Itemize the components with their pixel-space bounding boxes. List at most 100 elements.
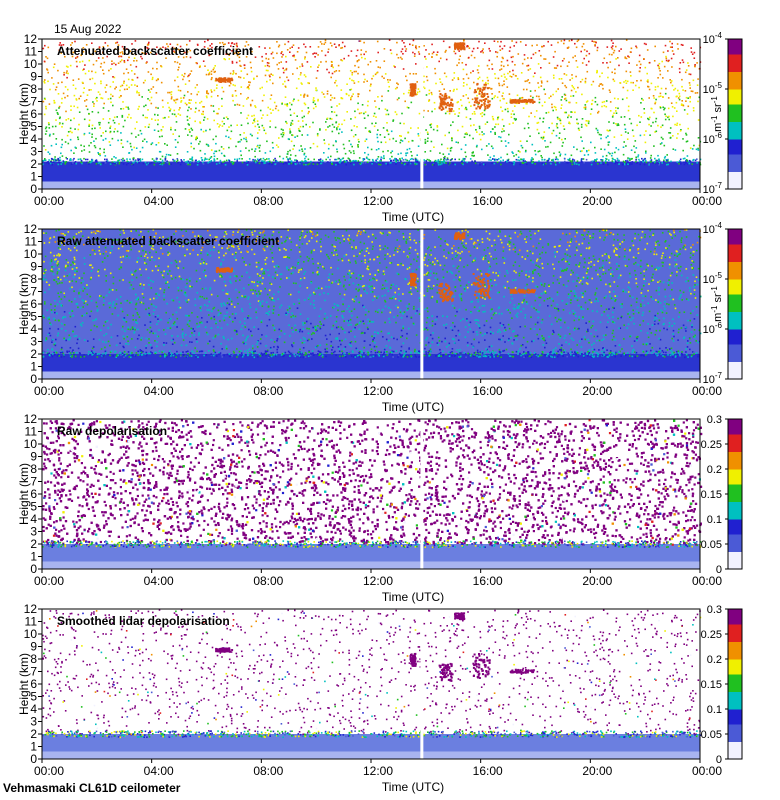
colorbar-segment — [728, 531, 742, 535]
y-axis-label: Height (km) — [17, 463, 31, 525]
colorbar-segment — [728, 704, 742, 707]
x-tick-label: 00:00 — [692, 194, 722, 208]
x-tick-label: 00:00 — [692, 384, 722, 398]
colorbar-segment — [728, 726, 742, 730]
colorbar-segment — [728, 251, 742, 255]
colorbar-segment — [728, 644, 742, 647]
colorbar-segment — [728, 91, 742, 95]
colorbar-tick-label: 10-4 — [703, 31, 723, 46]
colorbar-frame — [727, 228, 743, 380]
x-tick-label: 20:00 — [582, 194, 612, 208]
colorbar-segment — [728, 561, 742, 565]
colorbar-segment — [728, 181, 742, 185]
colorbar-segment — [728, 271, 742, 275]
colorbar-segment — [728, 446, 742, 450]
colorbar-segment — [728, 236, 742, 240]
colorbar-segment — [728, 81, 742, 85]
colorbar-segment — [728, 701, 742, 705]
colorbar-segment — [728, 319, 742, 322]
colorbar-segment — [728, 469, 742, 472]
colorbar-segment — [728, 461, 742, 465]
colorbar-segment — [728, 124, 742, 127]
colorbar-segment — [728, 734, 742, 737]
colorbar-segment — [728, 356, 742, 360]
colorbar-segment — [728, 321, 742, 325]
colorbar-segment — [728, 106, 742, 110]
colorbar-segment — [728, 161, 742, 165]
colorbar-tick-label: 0.1 — [707, 704, 722, 716]
x-tick-label: 08:00 — [253, 384, 283, 398]
colorbar-segment — [728, 174, 742, 177]
colorbar-segment — [728, 441, 742, 445]
y-tick-label: 12 — [24, 222, 38, 236]
colorbar-segment — [728, 524, 742, 527]
colorbar-segment — [728, 501, 742, 505]
colorbar-segment — [728, 164, 742, 167]
colorbar-segment — [728, 546, 742, 550]
colorbar-segment — [728, 354, 742, 357]
colorbar-segment — [728, 676, 742, 680]
colorbar-tick-label: 0.2 — [707, 464, 722, 476]
colorbar-segment — [728, 709, 742, 712]
x-tick-label: 12:00 — [363, 384, 393, 398]
colorbar-segment — [728, 76, 742, 80]
colorbar-segment — [728, 686, 742, 690]
colorbar-segment — [728, 746, 742, 750]
colorbar-segment — [728, 736, 742, 740]
colorbar-segment — [728, 184, 742, 187]
colorbar-segment — [728, 364, 742, 367]
colorbar-segment — [728, 171, 742, 175]
colorbar-segment — [728, 516, 742, 520]
colorbar-segment — [728, 269, 742, 272]
colorbar-segment — [728, 329, 742, 332]
colorbar-segment — [728, 719, 742, 722]
colorbar-segment — [728, 374, 742, 377]
x-tick-label: 20:00 — [582, 574, 612, 588]
x-tick-label: 12:00 — [363, 194, 393, 208]
x-tick-label: 20:00 — [582, 384, 612, 398]
x-tick-label: 20:00 — [582, 764, 612, 778]
colorbar-segment — [728, 514, 742, 517]
colorbar-segment — [728, 49, 742, 52]
colorbar-segment — [728, 344, 742, 347]
colorbar-segment — [728, 46, 742, 50]
y-tick-label: 8 — [30, 462, 37, 476]
x-tick-label: 04:00 — [144, 194, 174, 208]
y-tick-label: 10 — [24, 57, 38, 71]
colorbar-segment — [728, 456, 742, 460]
colorbar-segment — [728, 419, 742, 422]
colorbar-segment — [728, 756, 742, 760]
colorbar-segment — [728, 659, 742, 662]
colorbar-segment — [728, 511, 742, 515]
colorbar-segment — [728, 636, 742, 640]
colorbar-segment — [728, 609, 742, 612]
y-tick-label: 11 — [25, 425, 38, 439]
y-tick-label: 8 — [30, 82, 37, 96]
x-tick-label: 00:00 — [34, 384, 64, 398]
y-tick-label: 0 — [30, 182, 37, 196]
colorbar-segment — [728, 691, 742, 695]
colorbar-segment — [728, 349, 742, 352]
colorbar-segment — [728, 41, 742, 45]
colorbar-segment — [728, 61, 742, 65]
colorbar-segment — [728, 439, 742, 442]
colorbar-tick-label: 0.05 — [701, 539, 722, 551]
colorbar-tick-label: 0.05 — [701, 729, 722, 741]
panel-title: Smoothed lidar depolarisation — [57, 614, 230, 628]
y-tick-label: 3 — [30, 145, 37, 159]
panels: Attenuated backscatter coefficient012345… — [17, 31, 743, 794]
x-axis-label: Time (UTC) — [382, 780, 444, 794]
y-tick-label: 9 — [30, 260, 37, 274]
y-tick-label: 10 — [24, 437, 38, 451]
colorbar-segment — [728, 96, 742, 100]
colorbar-segment — [728, 276, 742, 280]
colorbar-segment — [728, 254, 742, 257]
x-tick-label: 08:00 — [253, 194, 283, 208]
colorbar-tick-label: 0.3 — [707, 414, 722, 426]
colorbar-segment — [728, 509, 742, 512]
colorbar-segment — [728, 614, 742, 617]
colorbar-segment — [728, 69, 742, 72]
colorbar-frame — [727, 38, 743, 190]
x-tick-label: 00:00 — [34, 574, 64, 588]
colorbar-segment — [728, 671, 742, 675]
